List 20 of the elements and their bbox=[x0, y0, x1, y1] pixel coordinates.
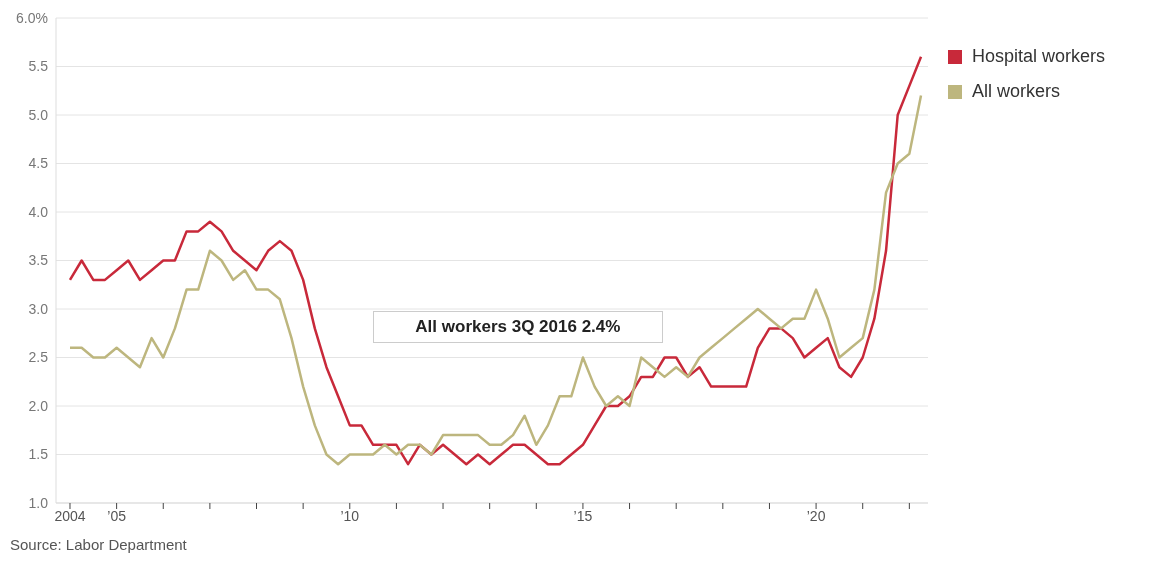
y-tick-label: 6.0% bbox=[16, 9, 48, 26]
y-tick-label: 3.0 bbox=[28, 300, 49, 317]
y-tick-label: 2.0 bbox=[28, 397, 49, 414]
y-tick-label: 3.5 bbox=[28, 252, 49, 269]
x-tick-label: ’15 bbox=[573, 507, 593, 524]
y-tick-label: 2.5 bbox=[28, 349, 49, 366]
y-tick-label: 5.5 bbox=[28, 58, 49, 75]
x-tick-label: ’20 bbox=[806, 507, 826, 524]
y-tick-label: 4.5 bbox=[28, 155, 49, 172]
y-tick-label: 5.0 bbox=[28, 106, 49, 123]
y-tick-label: 1.0 bbox=[28, 494, 49, 511]
x-tick-label: ’10 bbox=[340, 507, 360, 524]
source-note: Source: Labor Department bbox=[10, 536, 187, 553]
y-tick-label: 4.0 bbox=[28, 203, 49, 220]
callout-box: All workers 3Q 2016 2.4% bbox=[372, 311, 663, 344]
x-tick-label: 2004 bbox=[54, 507, 86, 524]
legend-label: Hospital workers bbox=[971, 46, 1106, 67]
x-tick-label: ’05 bbox=[107, 507, 127, 524]
legend-label: All workers bbox=[971, 81, 1061, 102]
y-tick-label: 1.5 bbox=[28, 446, 49, 463]
